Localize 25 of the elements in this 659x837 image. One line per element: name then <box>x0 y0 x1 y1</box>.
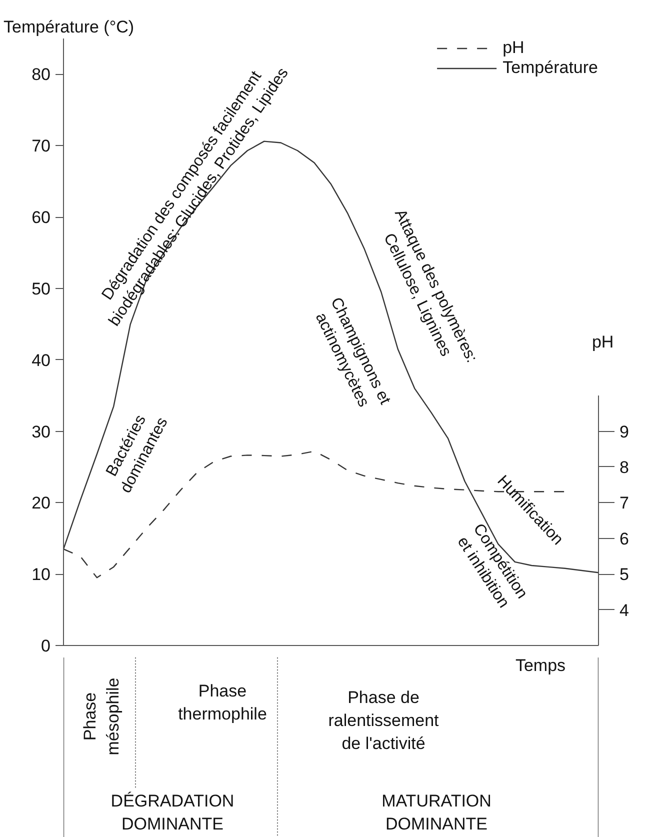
y2-axis-title: pH <box>592 332 614 352</box>
y-axis-title: Température (°C) <box>4 18 134 36</box>
text: Phase de ralentissement de l'activité <box>328 688 440 753</box>
y-tick-label: 0 <box>41 636 51 656</box>
legend-label: pH <box>502 38 524 58</box>
text: MATURATION DOMINANTE <box>382 792 492 834</box>
y-tick-label: 40 <box>32 350 51 370</box>
y-tick-label: 70 <box>32 136 51 156</box>
legend-label: Température <box>502 58 598 78</box>
y2-tick-label: 4 <box>620 600 629 620</box>
y-tick-label: 30 <box>32 422 51 442</box>
y-tick-label: 60 <box>32 208 51 228</box>
y2-tick-label: 9 <box>620 422 629 442</box>
y2-tick-label: 6 <box>620 529 629 548</box>
text: DÉGRADATION DOMINANTE <box>110 792 234 834</box>
y-tick-label: 50 <box>32 279 51 298</box>
y-tick-label: 80 <box>32 65 51 84</box>
text: Phase mésophile <box>80 678 122 756</box>
y2-tick-label: 5 <box>620 565 629 584</box>
text: Phase thermophile <box>178 682 267 724</box>
y-tick-label: 20 <box>32 494 51 513</box>
y2-tick-label: 8 <box>620 458 629 477</box>
y2-tick-label: 7 <box>620 494 629 513</box>
y-tick-label: 10 <box>32 565 51 584</box>
text: Temps <box>515 656 566 675</box>
